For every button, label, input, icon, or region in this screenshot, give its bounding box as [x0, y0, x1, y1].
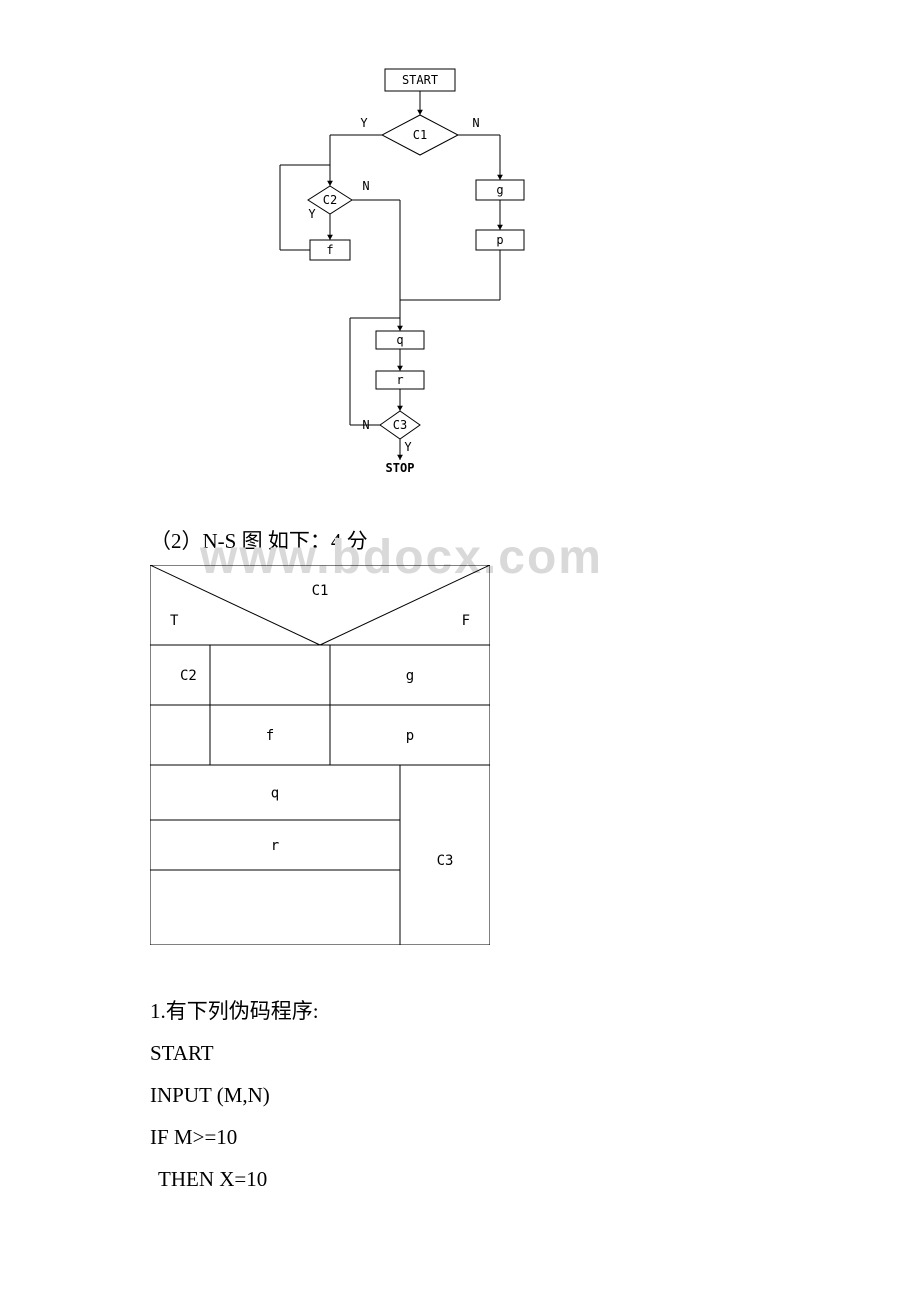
ns-diagram-svg: C1 T F C2 g f p q r C3: [150, 565, 490, 945]
svg-text:C1: C1: [312, 583, 329, 599]
flowchart-svg: STARTC1YNC2NYfgpqrC3NYSTOP: [250, 60, 590, 490]
svg-text:C3: C3: [393, 418, 407, 432]
svg-text:p: p: [406, 728, 414, 744]
svg-text:N: N: [472, 116, 479, 130]
code-line: START: [150, 1032, 770, 1074]
svg-text:Y: Y: [360, 116, 368, 130]
svg-text:C2: C2: [323, 193, 337, 207]
svg-text:START: START: [402, 73, 438, 87]
svg-text:p: p: [496, 233, 503, 247]
svg-text:F: F: [462, 613, 470, 629]
code-intro: 1.有下列伪码程序:: [150, 990, 770, 1032]
svg-text:q: q: [396, 333, 403, 347]
svg-text:STOP: STOP: [386, 461, 415, 475]
svg-text:C3: C3: [437, 853, 454, 869]
svg-text:C2: C2: [180, 668, 197, 684]
ns-diagram-figure: www.bdocx.com C1TFC2gfpqrC3: [150, 565, 490, 950]
svg-text:f: f: [266, 728, 274, 744]
svg-text:g: g: [496, 183, 503, 197]
ns-caption: （2）N-S 图 如下：4 分: [150, 525, 770, 555]
svg-text:g: g: [406, 668, 414, 684]
svg-text:N: N: [362, 179, 369, 193]
svg-text:r: r: [396, 373, 403, 387]
svg-text:C1: C1: [413, 128, 427, 142]
svg-text:r: r: [271, 838, 279, 854]
svg-text:Y: Y: [308, 207, 316, 221]
code-line: IF M>=10: [150, 1116, 770, 1158]
svg-text:Y: Y: [404, 440, 412, 454]
document-page: STARTC1YNC2NYfgpqrC3NYSTOP （2）N-S 图 如下：4…: [0, 0, 920, 1260]
svg-text:q: q: [271, 786, 279, 802]
code-line: INPUT (M,N): [150, 1074, 770, 1116]
flowchart-figure: STARTC1YNC2NYfgpqrC3NYSTOP: [250, 60, 590, 495]
svg-text:f: f: [326, 243, 333, 257]
code-line: THEN X=10: [150, 1158, 770, 1200]
svg-text:T: T: [170, 613, 179, 629]
pseudocode-block: 1.有下列伪码程序: START INPUT (M,N) IF M>=10 TH…: [150, 990, 770, 1200]
